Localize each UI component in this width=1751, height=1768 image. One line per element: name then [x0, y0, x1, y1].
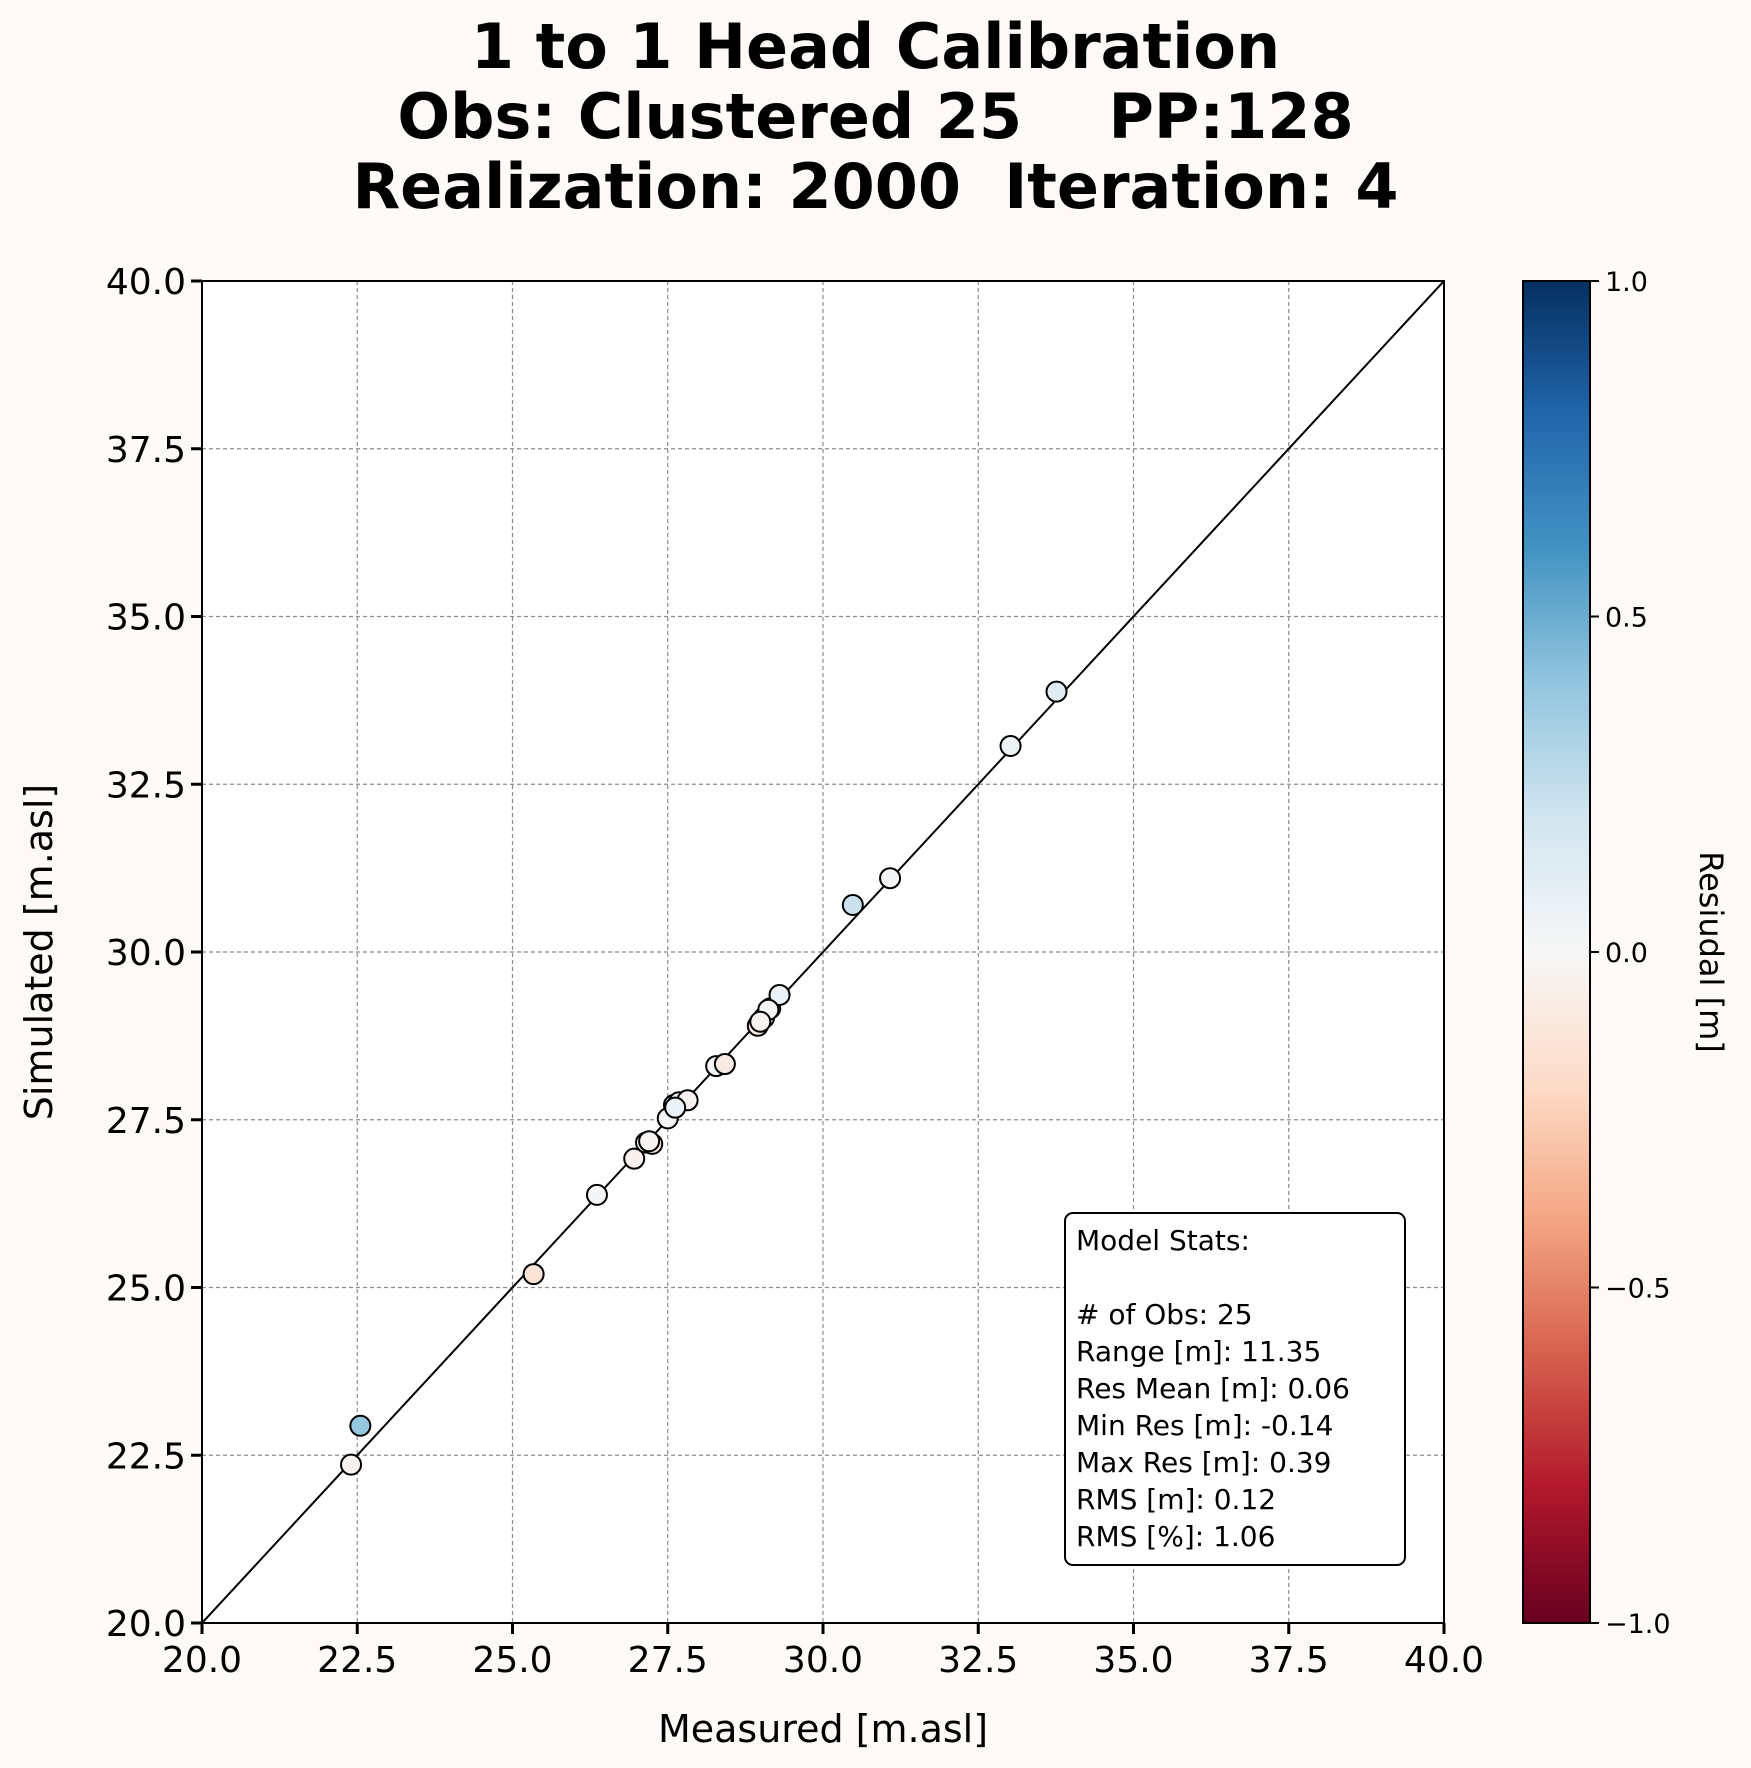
colorbar [1522, 280, 1591, 1624]
y-tick-label: 22.5 [106, 1436, 186, 1477]
data-point [749, 1010, 772, 1033]
colorbar-ticks: 1.0 0.5 0.0 −0.5 −1.0 [1590, 267, 1671, 1640]
y-tick-label: 20.0 [106, 1604, 186, 1645]
y-tick-label: 40.0 [106, 262, 186, 303]
stats-line: # of Obs: 25 [1076, 1298, 1253, 1331]
data-points [340, 680, 1068, 1476]
data-point [768, 983, 791, 1006]
x-tick-label: 25.0 [472, 1640, 552, 1681]
data-point [713, 1053, 736, 1076]
stats-line [1076, 1259, 1394, 1296]
colorbar-tick-label: 1.0 [1605, 267, 1648, 298]
data-point [999, 735, 1022, 758]
stats-line: Min Res [m]: -0.14 [1076, 1409, 1334, 1442]
x-tick-label: 32.5 [938, 1640, 1018, 1681]
y-axis: 20.0 22.5 25.0 27.5 30.0 32.5 35.0 37.5 40.0 [106, 262, 202, 1645]
x-tick-label: 20.0 [162, 1640, 242, 1681]
x-tick-label: 37.5 [1249, 1640, 1329, 1681]
y-tick-label: 32.5 [106, 765, 186, 806]
stats-line: RMS [%]: 1.06 [1076, 1520, 1276, 1553]
y-tick-label: 37.5 [106, 430, 186, 471]
title-line-2: Obs: Clustered 25 PP:128 [397, 80, 1354, 153]
x-tick-label: 40.0 [1404, 1640, 1484, 1681]
data-point [879, 867, 902, 890]
stats-line: Model Stats: [1076, 1224, 1250, 1257]
y-axis-label: Simulated [m.asl] [17, 784, 61, 1121]
y-tick-label: 25.0 [106, 1269, 186, 1310]
y-tick-label: 30.0 [106, 933, 186, 974]
x-axis-label: Measured [m.asl] [658, 1707, 988, 1751]
y-tick-label: 27.5 [106, 1101, 186, 1142]
data-point [841, 894, 864, 917]
model-stats-box: Model Stats: # of Obs: 25 Range [m]: 11.… [1064, 1212, 1406, 1566]
x-axis: 20.0 22.5 25.0 27.5 30.0 32.5 35.0 37.5 40.0 [162, 1623, 1484, 1681]
data-point [585, 1183, 608, 1206]
x-tick-label: 35.0 [1093, 1640, 1173, 1681]
colorbar-label: Resiudal [m] [1692, 851, 1730, 1052]
title-line-3: Realization: 2000 Iteration: 4 [352, 150, 1399, 223]
stats-line: Range [m]: 11.35 [1076, 1335, 1322, 1368]
stats-line: RMS [m]: 0.12 [1076, 1483, 1277, 1516]
one-to-one-line [202, 281, 1444, 1623]
colorbar-tick-label: −1.0 [1605, 1609, 1671, 1640]
data-point [340, 1453, 363, 1476]
colorbar-tick-label: 0.5 [1605, 603, 1648, 634]
chart-title: 1 to 1 Head Calibration Obs: Clustered 2… [0, 12, 1751, 222]
y-tick-label: 35.0 [106, 598, 186, 639]
x-tick-label: 27.5 [628, 1640, 708, 1681]
data-point [638, 1130, 661, 1153]
stats-line: Max Res [m]: 0.39 [1076, 1446, 1332, 1479]
data-point [623, 1147, 646, 1170]
data-point [349, 1414, 372, 1437]
colorbar-tick-label: −0.5 [1605, 1274, 1671, 1305]
data-point [522, 1263, 545, 1286]
title-line-1: 1 to 1 Head Calibration [470, 10, 1281, 83]
data-point [1045, 680, 1068, 703]
colorbar-tick-label: 0.0 [1605, 938, 1648, 969]
data-point [664, 1096, 687, 1119]
stats-line: Res Mean [m]: 0.06 [1076, 1372, 1350, 1405]
x-tick-label: 22.5 [317, 1640, 397, 1681]
x-tick-label: 30.0 [783, 1640, 863, 1681]
